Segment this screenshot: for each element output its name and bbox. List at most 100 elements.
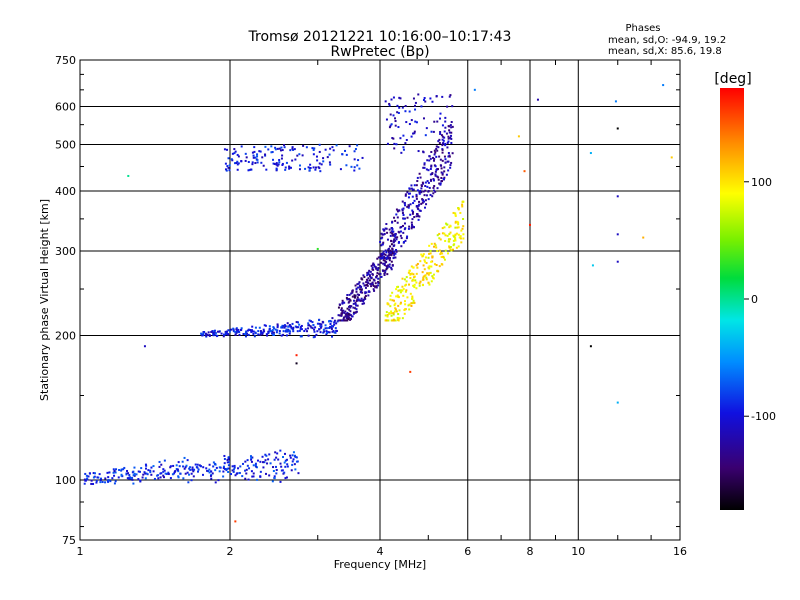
data-point xyxy=(304,328,307,331)
data-point xyxy=(356,144,359,147)
data-point xyxy=(444,234,447,237)
data-point xyxy=(385,268,388,271)
data-point xyxy=(320,323,323,326)
data-point xyxy=(370,285,373,288)
data-point xyxy=(418,172,421,175)
data-point xyxy=(109,480,112,483)
data-point xyxy=(282,472,285,475)
data-point xyxy=(424,181,427,184)
data-point xyxy=(132,482,135,485)
data-point xyxy=(416,207,419,210)
data-point xyxy=(446,223,449,226)
data-point xyxy=(254,332,257,335)
data-point xyxy=(350,165,353,168)
data-point xyxy=(235,328,238,331)
data-point xyxy=(367,273,370,276)
data-point xyxy=(389,113,392,116)
data-point xyxy=(423,194,426,197)
data-point xyxy=(430,265,433,268)
data-point xyxy=(234,474,237,477)
data-point xyxy=(294,455,297,458)
data-point xyxy=(446,146,449,149)
data-point xyxy=(284,465,287,468)
data-point xyxy=(284,325,287,328)
data-point xyxy=(241,462,244,465)
data-point xyxy=(208,463,211,466)
data-point xyxy=(112,471,115,474)
data-point xyxy=(402,148,405,151)
data-point xyxy=(218,330,221,333)
data-point xyxy=(395,143,398,146)
data-point xyxy=(275,168,278,171)
data-point xyxy=(233,464,236,467)
data-point xyxy=(404,204,407,207)
data-point xyxy=(390,266,393,269)
data-point xyxy=(435,95,438,98)
data-point xyxy=(412,284,415,287)
data-point xyxy=(248,467,251,470)
data-point xyxy=(235,331,238,334)
data-point xyxy=(409,213,412,216)
data-point xyxy=(289,456,292,459)
data-point xyxy=(422,264,425,267)
data-point xyxy=(287,328,290,331)
data-point xyxy=(291,460,294,463)
data-point xyxy=(341,309,344,312)
data-point xyxy=(162,468,165,471)
data-point xyxy=(410,135,413,138)
data-point xyxy=(428,244,431,247)
data-point xyxy=(169,466,172,469)
data-point xyxy=(393,142,396,145)
data-point xyxy=(438,249,441,252)
data-point xyxy=(217,479,220,482)
data-point xyxy=(440,171,443,174)
data-point xyxy=(264,472,267,475)
data-point xyxy=(397,230,400,233)
data-point xyxy=(451,248,454,251)
data-point xyxy=(413,226,416,229)
data-point xyxy=(429,271,432,274)
data-point xyxy=(135,473,138,476)
data-point xyxy=(400,245,403,248)
data-point xyxy=(406,235,409,238)
data-point xyxy=(145,464,148,467)
data-point xyxy=(230,473,233,476)
data-point xyxy=(245,156,248,159)
data-point xyxy=(344,319,347,322)
data-point xyxy=(397,289,400,292)
data-point xyxy=(426,159,429,162)
data-point xyxy=(444,144,447,147)
data-point xyxy=(421,198,424,201)
data-point xyxy=(362,300,365,303)
data-point xyxy=(377,282,380,285)
data-point xyxy=(360,285,363,288)
data-point xyxy=(348,313,351,316)
data-point xyxy=(331,335,334,338)
data-point xyxy=(294,158,297,161)
data-point xyxy=(267,458,270,461)
data-point xyxy=(313,330,316,333)
data-point xyxy=(432,192,435,195)
data-point xyxy=(396,210,399,213)
data-point xyxy=(441,151,444,154)
data-point xyxy=(420,105,423,108)
data-point xyxy=(216,334,219,337)
data-point xyxy=(341,302,344,305)
data-point xyxy=(345,164,348,167)
data-point xyxy=(363,276,366,279)
data-point xyxy=(271,330,274,333)
data-point xyxy=(346,298,349,301)
data-point xyxy=(157,477,160,480)
data-point xyxy=(256,161,259,164)
data-point xyxy=(128,474,131,477)
data-point xyxy=(418,191,421,194)
data-point xyxy=(208,468,211,471)
data-point xyxy=(378,273,381,276)
data-point xyxy=(227,329,230,332)
data-point xyxy=(210,473,213,476)
data-point xyxy=(268,474,271,477)
data-point xyxy=(96,476,99,479)
data-point xyxy=(267,330,270,333)
data-point xyxy=(223,462,226,465)
data-point xyxy=(410,304,413,307)
